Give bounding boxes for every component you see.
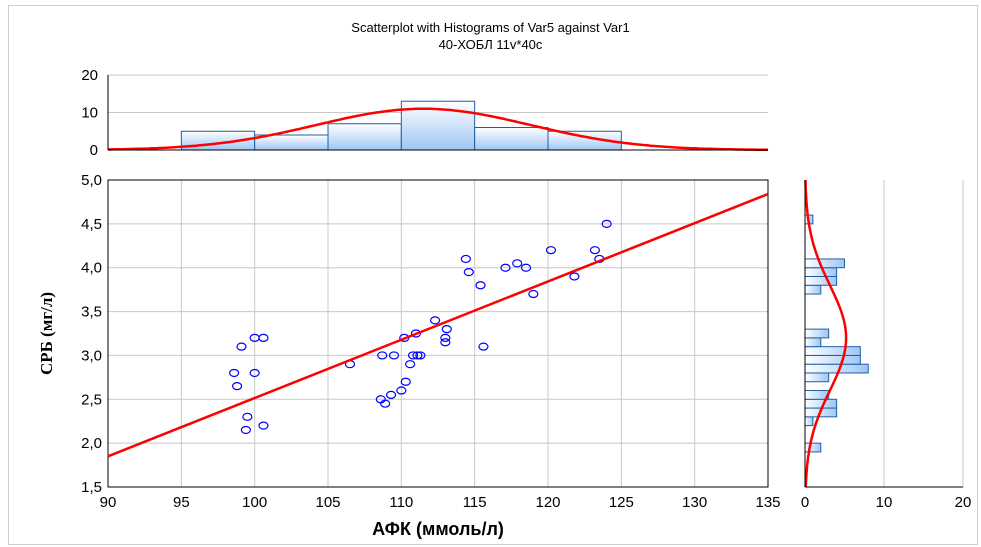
data-point (429, 316, 441, 325)
regression-line (107, 192, 769, 458)
x-tick-label: 100 (242, 494, 267, 511)
data-point (589, 246, 601, 255)
y-tick-label: 5,0 (81, 172, 102, 189)
top-hist-bar (474, 127, 549, 151)
right-hist-bar (804, 372, 830, 383)
y-tick-label: 1,5 (81, 479, 102, 496)
data-point (242, 412, 253, 421)
data-point (528, 289, 539, 299)
top-hist-bar (327, 123, 402, 151)
right-hist-bar (804, 258, 845, 269)
data-point (240, 425, 251, 435)
data-point (249, 368, 260, 378)
x-tick-label: 115 (463, 494, 487, 511)
data-point (569, 272, 580, 281)
y-tick-label: 3,0 (81, 347, 102, 364)
data-point (377, 351, 388, 360)
data-point (385, 390, 397, 399)
data-point (440, 333, 451, 342)
right-hist-bar (804, 275, 838, 286)
data-point (441, 325, 452, 334)
data-point (231, 382, 243, 391)
right-hist-bar (804, 398, 838, 409)
x-axis-label: АФК (ммоль/л) (372, 519, 504, 539)
x-tick-label: 90 (100, 494, 117, 511)
data-point (405, 360, 416, 369)
data-point (396, 386, 407, 395)
chart-subtitle: 40-ХОБЛ 11v*40c (438, 37, 543, 52)
right-hist-tick-label: 20 (955, 494, 972, 511)
data-point (478, 342, 489, 351)
y-tick-label: 2,5 (81, 391, 102, 408)
right-hist-bar (804, 416, 814, 427)
right-hist-bar (804, 284, 822, 295)
right-hist-bar (804, 442, 822, 453)
right-hist-tick-label: 10 (876, 494, 893, 511)
y-tick-label: 3,5 (81, 304, 102, 321)
right-hist-bar (804, 346, 861, 356)
chart-title: Scatterplot with Histograms of Var5 agai… (351, 20, 630, 35)
data-point (410, 329, 422, 338)
data-point (258, 333, 269, 342)
data-point (463, 268, 474, 277)
y-tick-label: 4,0 (81, 260, 102, 277)
right-hist-bar (804, 267, 838, 277)
data-point (512, 259, 523, 268)
right-hist-bar (804, 328, 830, 339)
right-hist-normal-curve (804, 180, 848, 488)
data-point (236, 342, 247, 351)
data-point (388, 351, 400, 360)
data-point (460, 254, 471, 264)
data-point (520, 263, 532, 272)
data-point (229, 368, 240, 378)
top-hist-normal-curve (107, 107, 769, 152)
top-hist-tick-label: 0 (90, 142, 98, 159)
data-point (400, 377, 411, 386)
data-point (380, 399, 391, 408)
right-hist-tick-label: 0 (801, 494, 809, 511)
x-tick-label: 110 (389, 494, 413, 511)
right-hist-bar (804, 354, 861, 365)
right-hist-bar (804, 363, 869, 374)
x-tick-label: 120 (535, 494, 560, 511)
data-point (412, 351, 423, 360)
y-tick-label: 2,0 (81, 435, 102, 452)
x-tick-label: 105 (315, 494, 340, 511)
x-tick-label: 125 (609, 494, 634, 511)
scatter-plot-area (107, 179, 769, 488)
x-tick-label: 130 (682, 494, 707, 511)
data-point (475, 281, 486, 290)
x-tick-label: 95 (173, 494, 190, 511)
y-axis-label: СРБ (мг/л) (37, 292, 56, 375)
data-point (545, 246, 557, 255)
x-tick-label: 135 (755, 494, 780, 511)
data-point (440, 338, 451, 347)
data-point (407, 351, 419, 360)
data-point (601, 219, 612, 228)
top-hist-tick-label: 10 (81, 105, 98, 122)
data-point (500, 263, 511, 272)
data-point (415, 351, 426, 360)
right-hist-bar (804, 337, 822, 348)
y-tick-label: 4,5 (81, 216, 102, 233)
top-hist-tick-label: 20 (81, 67, 98, 84)
data-point (258, 421, 269, 430)
